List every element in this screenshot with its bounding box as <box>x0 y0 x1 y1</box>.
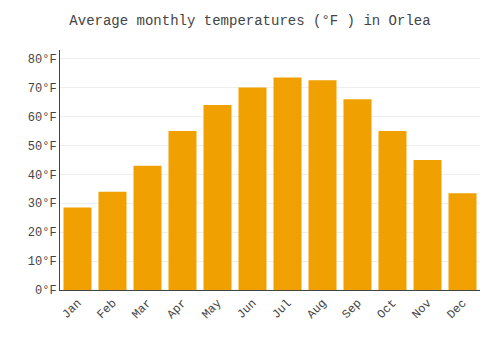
svg-text:Average monthly temperatures (: Average monthly temperatures (°F ) in Or… <box>69 13 430 29</box>
svg-text:Mar: Mar <box>129 297 154 322</box>
svg-text:Dec: Dec <box>444 297 469 322</box>
svg-text:Jul: Jul <box>269 297 294 322</box>
svg-text:Sep: Sep <box>339 297 364 322</box>
svg-text:Apr: Apr <box>164 297 189 322</box>
svg-text:40°F: 40°F <box>28 169 57 183</box>
svg-text:May: May <box>199 297 224 322</box>
svg-text:70°F: 70°F <box>28 82 57 96</box>
svg-text:30°F: 30°F <box>28 197 57 211</box>
svg-text:50°F: 50°F <box>28 140 57 154</box>
svg-text:Oct: Oct <box>374 297 399 322</box>
svg-text:80°F: 80°F <box>28 53 57 67</box>
svg-text:Jun: Jun <box>234 297 259 322</box>
svg-text:Nov: Nov <box>409 297 434 322</box>
svg-text:0°F: 0°F <box>35 284 57 298</box>
svg-text:20°F: 20°F <box>28 226 57 240</box>
svg-text:Jan: Jan <box>59 297 84 322</box>
svg-text:Feb: Feb <box>94 297 119 322</box>
svg-text:60°F: 60°F <box>28 111 57 125</box>
svg-text:10°F: 10°F <box>28 255 57 269</box>
svg-text:Aug: Aug <box>304 297 329 322</box>
